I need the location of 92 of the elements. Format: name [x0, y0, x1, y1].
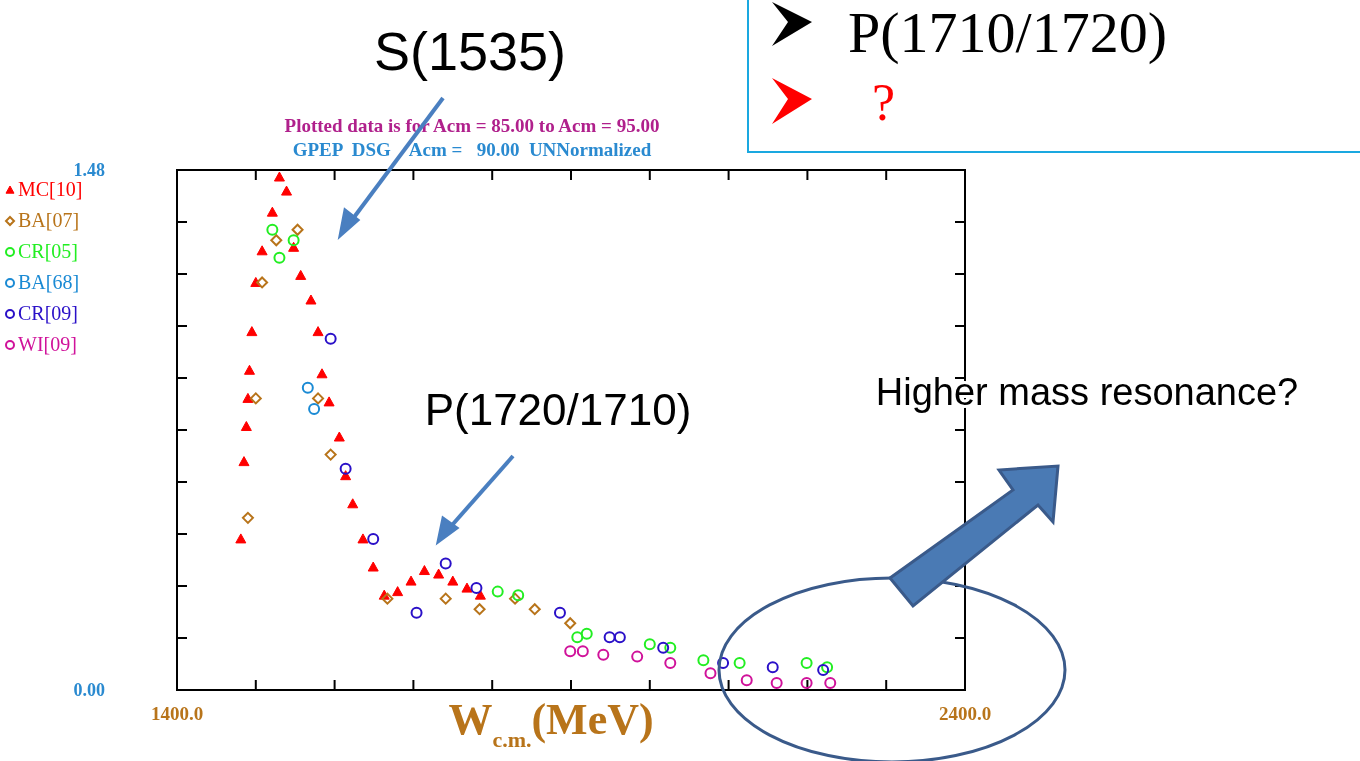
- point: [643, 638, 656, 651]
- point: [597, 648, 610, 661]
- point: [770, 676, 783, 689]
- point: [381, 592, 394, 605]
- legend-label: CR[09]: [18, 302, 78, 324]
- point: [240, 420, 252, 431]
- point: [824, 676, 837, 689]
- point: [470, 582, 483, 595]
- point: [308, 402, 321, 415]
- point: [553, 606, 566, 619]
- text: S(1535): [373, 21, 567, 81]
- point: [266, 206, 278, 217]
- point: [821, 661, 834, 674]
- point: [312, 326, 324, 337]
- point: [367, 561, 379, 572]
- point: [270, 234, 283, 247]
- legend-label: BA[07]: [18, 209, 80, 231]
- legend-label: CR[05]: [18, 240, 78, 262]
- point: [433, 568, 445, 579]
- point: [405, 575, 417, 586]
- point: [249, 392, 262, 405]
- point: [357, 533, 369, 544]
- point: [800, 656, 813, 669]
- annotation: P(1720/1710): [424, 385, 692, 434]
- point: [603, 631, 616, 644]
- text: ?: [872, 74, 896, 131]
- point: [367, 532, 380, 545]
- point: [528, 603, 541, 616]
- point: [244, 364, 255, 375]
- legend-label: WI[09]: [18, 333, 77, 355]
- point: [238, 456, 250, 467]
- point: [491, 585, 504, 598]
- point: [564, 617, 577, 630]
- point: [287, 234, 300, 247]
- x-tick-label: 2400.0: [938, 703, 992, 724]
- point: [324, 332, 337, 345]
- point: [657, 641, 670, 654]
- point: [281, 185, 293, 196]
- point: [333, 431, 345, 442]
- y-tick-label: 1.48: [73, 160, 105, 180]
- point: [305, 294, 317, 305]
- point: [323, 396, 335, 407]
- point: [339, 462, 352, 475]
- point: [340, 470, 352, 481]
- point: [256, 276, 269, 289]
- legend-label: BA[68]: [18, 271, 80, 293]
- point: [817, 663, 830, 676]
- point: [347, 498, 359, 509]
- point: [576, 645, 589, 658]
- point: [664, 641, 677, 654]
- point: [664, 656, 677, 669]
- point: [717, 656, 730, 669]
- point: [273, 251, 286, 264]
- point: [461, 582, 473, 593]
- point: [324, 448, 337, 461]
- point: [301, 381, 314, 394]
- point: [312, 392, 325, 405]
- point: [273, 171, 285, 182]
- point: [740, 674, 753, 687]
- point: [235, 533, 247, 544]
- point: [800, 676, 813, 689]
- x-tick-label: 1400.0: [150, 703, 204, 724]
- point: [613, 631, 626, 644]
- point: [697, 654, 710, 667]
- point: [418, 565, 430, 576]
- point: [439, 557, 452, 570]
- point: [316, 368, 328, 379]
- point: [246, 326, 258, 337]
- point: [241, 511, 254, 524]
- point: [410, 606, 423, 619]
- point: [256, 245, 268, 256]
- point: [766, 661, 779, 674]
- point: [571, 631, 584, 644]
- point: [704, 667, 717, 680]
- point: [580, 627, 593, 640]
- point: [242, 392, 254, 403]
- point: [631, 650, 644, 663]
- text: P(1710/1720): [848, 0, 1167, 65]
- point: [473, 603, 486, 616]
- point: [474, 589, 486, 600]
- point: [291, 223, 304, 236]
- x-axis-title: W$_{c.m.}$(MeV): [448, 695, 654, 752]
- point: [392, 586, 404, 597]
- y-tick-label: 0.00: [73, 680, 105, 700]
- point: [733, 656, 746, 669]
- point: [439, 592, 452, 605]
- point: [447, 575, 459, 586]
- legend-label: MC[10]: [18, 178, 83, 200]
- point: [295, 269, 307, 280]
- chart-subtitle: GPEP DSG Acm = 90.00 UNNormalized: [292, 139, 652, 160]
- point: [266, 223, 279, 236]
- point: [564, 645, 577, 658]
